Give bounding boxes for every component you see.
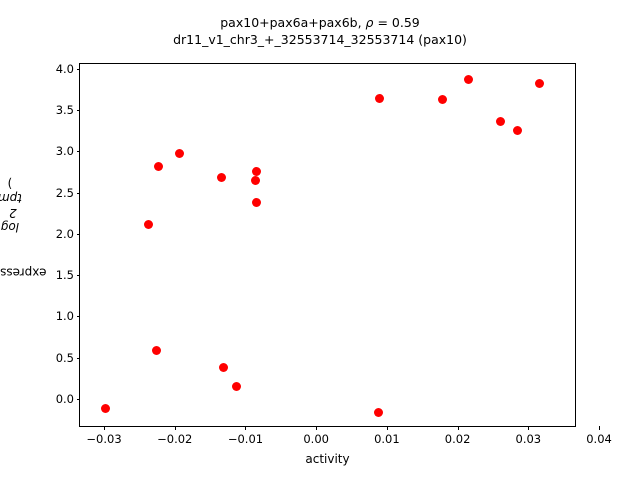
y-label-tpm: tpm [0, 190, 23, 205]
y-axis-label: expression ( log2tpm) [0, 63, 47, 427]
scatter-point [438, 94, 448, 104]
scatter-point [100, 404, 110, 414]
x-axis-tick [528, 426, 530, 430]
scatter-point [153, 161, 163, 171]
plot-axes: −0.03 −0.02 −0.01 0.00 0.01 0.02 0.03 0.04 0.0 0.… [56, 62, 612, 446]
y-axis-tick [76, 316, 80, 318]
x-axis-tick-label: 0.01 [374, 432, 400, 446]
x-axis-tick [386, 426, 388, 430]
chart-title-genes: pax10+pax6a+pax6b, [220, 15, 366, 30]
y-label-log-subscript: 2 [9, 206, 17, 221]
x-axis-tick-label: 0.02 [444, 432, 471, 446]
x-axis-tick [599, 426, 601, 430]
scatter-point [535, 79, 545, 89]
x-axis-tick-label: −0.01 [227, 432, 264, 446]
scatter-point [251, 166, 261, 176]
y-axis-tick [76, 68, 80, 70]
y-axis-tick-label: 2.0 [55, 226, 74, 241]
y-axis-label-text: expression ( log2tpm) [0, 176, 47, 309]
x-axis-tick [245, 426, 247, 430]
x-axis-tick-label: 0.04 [586, 432, 612, 446]
y-axis-tick-label: 3.0 [55, 144, 74, 159]
x-axis-tick [316, 426, 318, 430]
x-axis-tick-label: −0.03 [86, 432, 122, 446]
scatter-point [463, 75, 473, 85]
x-axis-label: activity [305, 452, 350, 466]
rho-symbol: ρ [365, 15, 374, 30]
y-axis-tick [76, 110, 80, 112]
scatter-point [250, 175, 260, 185]
scatter-point [216, 173, 226, 183]
chart-title-line-1: pax10+pax6a+pax6b, ρ = 0.59 [0, 14, 640, 31]
scatter-point [174, 148, 184, 158]
scatter-point [144, 220, 154, 230]
chart-title-line-2: dr11_v1_chr3_+_32553714_32553714 (pax10) [173, 32, 467, 47]
y-axis-tick-label: 1.5 [55, 268, 74, 283]
scatter-point [374, 94, 384, 104]
x-axis-tick [174, 426, 176, 430]
y-axis-tick-label: 3.5 [55, 103, 74, 118]
x-axis-tick [104, 426, 106, 430]
y-axis-tick-label: 0.5 [55, 350, 74, 365]
y-axis-tick-label: 2.5 [55, 185, 74, 200]
x-axis-tick-label: 0.03 [515, 432, 542, 446]
scatter-plot-area [80, 64, 575, 426]
scatter-point [232, 381, 242, 391]
scatter-point [219, 362, 229, 372]
scatter-point [252, 198, 262, 208]
y-label-suffix: ) [7, 176, 13, 191]
y-axis-tick [76, 233, 80, 235]
y-axis-tick [76, 151, 80, 153]
y-axis-tick-label: 1.0 [55, 309, 74, 324]
x-axis-tick-label: −0.02 [157, 432, 193, 446]
y-axis-tick [76, 357, 80, 359]
rho-value: = 0.59 [373, 15, 420, 30]
y-axis-tick [76, 398, 80, 400]
y-axis-tick-label: 0.0 [55, 391, 74, 406]
x-axis-tick [457, 426, 459, 430]
scatter-point [373, 408, 383, 418]
x-axis-tick-label: 0.00 [303, 432, 329, 446]
y-axis-tick [76, 192, 80, 194]
y-axis-tick-label: 4.0 [55, 61, 74, 76]
y-label-log: log [0, 219, 20, 234]
chart-title: pax10+pax6a+pax6b, ρ = 0.59 dr11_v1_chr3… [0, 14, 640, 48]
scatter-point [151, 346, 161, 356]
y-label-prefix: expression ( [0, 265, 47, 280]
scatter-point [495, 117, 505, 127]
y-axis-tick [76, 275, 80, 277]
scatter-point [513, 126, 523, 136]
